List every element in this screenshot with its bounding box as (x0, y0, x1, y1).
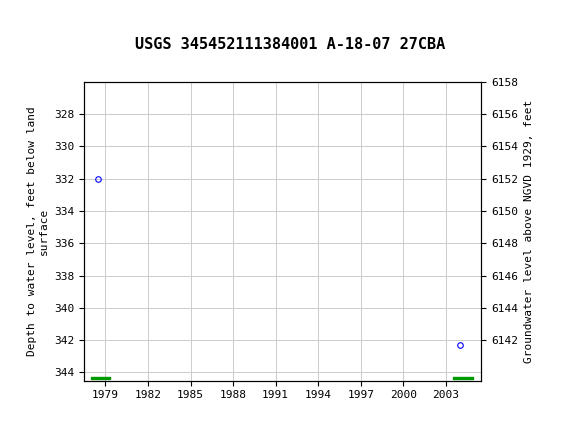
Text: ≡USGS: ≡USGS (3, 14, 74, 31)
Text: USGS 345452111384001 A-18-07 27CBA: USGS 345452111384001 A-18-07 27CBA (135, 37, 445, 52)
Y-axis label: Groundwater level above NGVD 1929, feet: Groundwater level above NGVD 1929, feet (524, 99, 534, 363)
Y-axis label: Depth to water level, feet below land
surface: Depth to water level, feet below land su… (27, 106, 49, 356)
